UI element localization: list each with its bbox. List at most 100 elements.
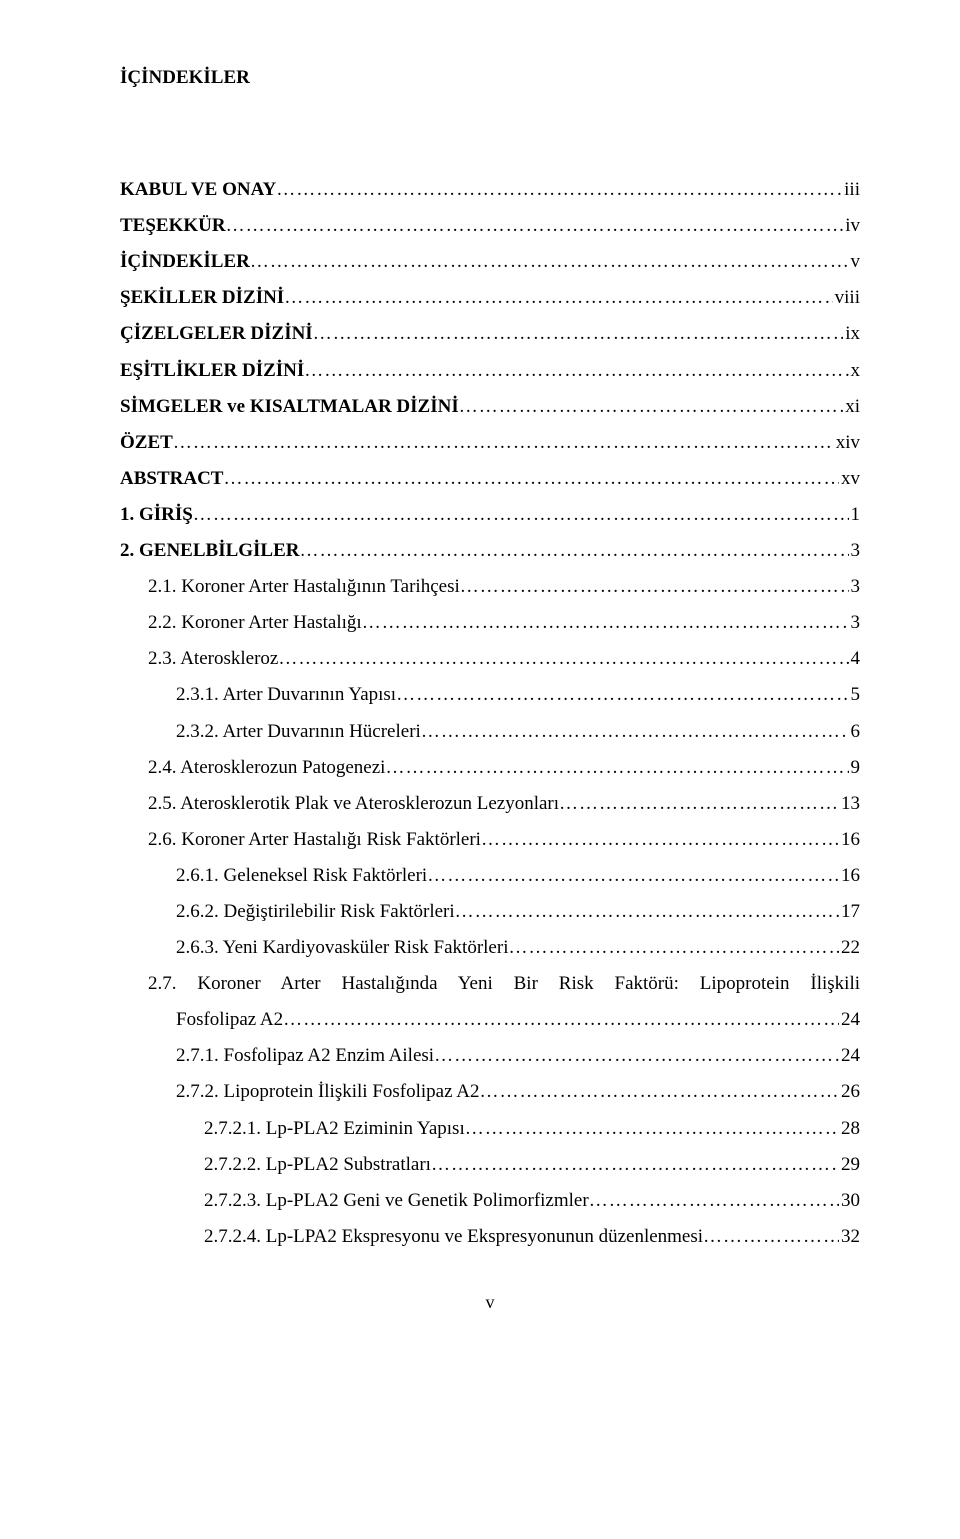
toc-page-number: 26 [839,1074,860,1110]
toc-entry: 2.7.2.3. Lp-PLA2 Geni ve Genetik Polimor… [120,1183,860,1219]
toc-label: ABSTRACT [120,461,223,497]
toc-label: 2.3. Ateroskleroz [148,641,278,677]
toc-leader-dots [250,244,849,280]
toc-leader-dots [300,533,849,569]
toc-page-number: 6 [849,714,861,750]
toc-entry: 2.5. Aterosklerotik Plak ve Ateroskleroz… [120,786,860,822]
toc-leader-dots [421,714,849,750]
toc-entry: EŞİTLİKLER DİZİNİ x [120,353,860,389]
toc-leader-dots [589,1183,839,1219]
toc-entry: 2.3.1. Arter Duvarının Yapısı 5 [120,677,860,713]
toc-leader-dots [276,172,842,208]
toc-page-number: 30 [839,1183,860,1219]
toc-leader-dots [226,208,844,244]
toc-entry: 2.7.2. Lipoprotein İlişkili Fosfolipaz A… [120,1074,860,1110]
toc-label: KABUL VE ONAY [120,172,276,208]
page-title: İÇİNDEKİLER [120,60,860,96]
toc-label: 2.3.2. Arter Duvarının Hücreleri [176,714,421,750]
toc-leader-dots [465,1111,839,1147]
toc-entry: ÇİZELGELER DİZİNİ ix [120,316,860,352]
toc-page-number: 16 [839,858,860,894]
toc-page-number: ix [843,316,860,352]
toc-label: 2.7.2.2. Lp-PLA2 Substratları [204,1147,431,1183]
toc-label: TEŞEKKÜR [120,208,226,244]
toc-leader-dots [508,930,839,966]
toc-leader-dots [455,894,839,930]
toc-page-number: iii [842,172,860,208]
toc-page-number: 32 [839,1219,860,1255]
toc-leader-dots [173,425,834,461]
toc-label: 2.7.2. Lipoprotein İlişkili Fosfolipaz A… [176,1074,479,1110]
toc-page-number: 5 [849,677,861,713]
toc-entry: 2.6. Koroner Arter Hastalığı Risk Faktör… [120,822,860,858]
toc-leader-dots [193,497,849,533]
toc-page-number: 28 [839,1111,860,1147]
toc-leader-dots [703,1219,839,1255]
toc-entry: 2.7.2.4. Lp-LPA2 Ekspresyonu ve Ekspresy… [120,1219,860,1255]
toc-entry: 2.4. Aterosklerozun Patogenezi 9 [120,750,860,786]
toc-page-number: viii [833,280,860,316]
toc-leader-dots [460,569,849,605]
toc-page-number: 9 [849,750,861,786]
toc-entry: KABUL VE ONAY iii [120,172,860,208]
toc-entry-continuation: Fosfolipaz A224 [120,1002,860,1038]
toc-page-number: 4 [849,641,861,677]
toc-label: 2.6.1. Geleneksel Risk Faktörleri [176,858,427,894]
toc-leader-dots [434,1038,839,1074]
toc-page-number: x [849,353,861,389]
toc-label: ÖZET [120,425,173,461]
toc-page-number: xv [839,461,860,497]
toc-entry: ŞEKİLLER DİZİNİviii [120,280,860,316]
toc-label: 2.2. Koroner Arter Hastalığı [148,605,362,641]
toc-label: 1. GİRİŞ [120,497,193,533]
toc-label: EŞİTLİKLER DİZİNİ [120,353,304,389]
toc-label: 2.7.2.3. Lp-PLA2 Geni ve Genetik Polimor… [204,1183,589,1219]
toc-leader-dots [459,389,843,425]
toc-page-number: 3 [849,533,861,569]
toc-entry: SİMGELER ve KISALTMALAR DİZİNİxi [120,389,860,425]
spacer [120,144,860,172]
toc-label: 2.4. Aterosklerozun Patogenezi [148,750,385,786]
toc-leader-dots [283,1002,839,1038]
toc-leader-dots [223,461,839,497]
toc-label: 2.7.2.4. Lp-LPA2 Ekspresyonu ve Ekspresy… [204,1219,703,1255]
toc-entry: TEŞEKKÜR iv [120,208,860,244]
toc-leader-dots [304,353,848,389]
toc-leader-dots [427,858,839,894]
toc-label: 2.3.1. Arter Duvarının Yapısı [176,677,396,713]
toc-page-number: v [849,244,861,280]
toc-page-number: xiv [834,425,860,461]
toc-entry: ÖZET xiv [120,425,860,461]
toc-leader-dots [284,280,832,316]
toc-leader-dots [385,750,848,786]
toc-page-number: 29 [839,1147,860,1183]
toc-leader-dots [313,316,844,352]
toc-label: Fosfolipaz A2 [176,1002,283,1038]
toc-leader-dots [362,605,849,641]
toc-leader-dots [396,677,848,713]
toc-entry: 2.7. Koroner Arter Hastalığında Yeni Bir… [120,966,860,1002]
toc-label: 2.6. Koroner Arter Hastalığı Risk Faktör… [148,822,481,858]
toc-label: 2.7.2.1. Lp-PLA2 Eziminin Yapısı [204,1111,465,1147]
toc-leader-dots [479,1074,839,1110]
toc-entry: 2.7.2.1. Lp-PLA2 Eziminin Yapısı 28 [120,1111,860,1147]
toc-page-number: 16 [839,822,860,858]
toc-entry: 2.7.2.2. Lp-PLA2 Substratları 29 [120,1147,860,1183]
toc-page-number: 22 [839,930,860,966]
toc-page-number: iv [843,208,860,244]
toc-label: 2. GENELBİLGİLER [120,533,300,569]
toc-entry: İÇİNDEKİLERv [120,244,860,280]
toc-entry: 2.6.1. Geleneksel Risk Faktörleri 16 [120,858,860,894]
toc-page-number: 17 [839,894,860,930]
toc-page-number: 3 [849,569,861,605]
toc-entry: 2.3. Ateroskleroz 4 [120,641,860,677]
toc-leader-dots [278,641,848,677]
toc-page-number: 3 [849,605,861,641]
toc-label: 2.6.2. Değiştirilebilir Risk Faktörleri [176,894,455,930]
toc-page-number: xi [843,389,860,425]
toc-label: 2.1. Koroner Arter Hastalığının Tarihçes… [148,569,460,605]
toc-entry: 2.3.2. Arter Duvarının Hücreleri 6 [120,714,860,750]
toc-entry: 2.6.2. Değiştirilebilir Risk Faktörleri 1… [120,894,860,930]
toc-label: 2.6.3. Yeni Kardiyovasküler Risk Faktörl… [176,930,508,966]
toc-page-number: 1 [849,497,861,533]
